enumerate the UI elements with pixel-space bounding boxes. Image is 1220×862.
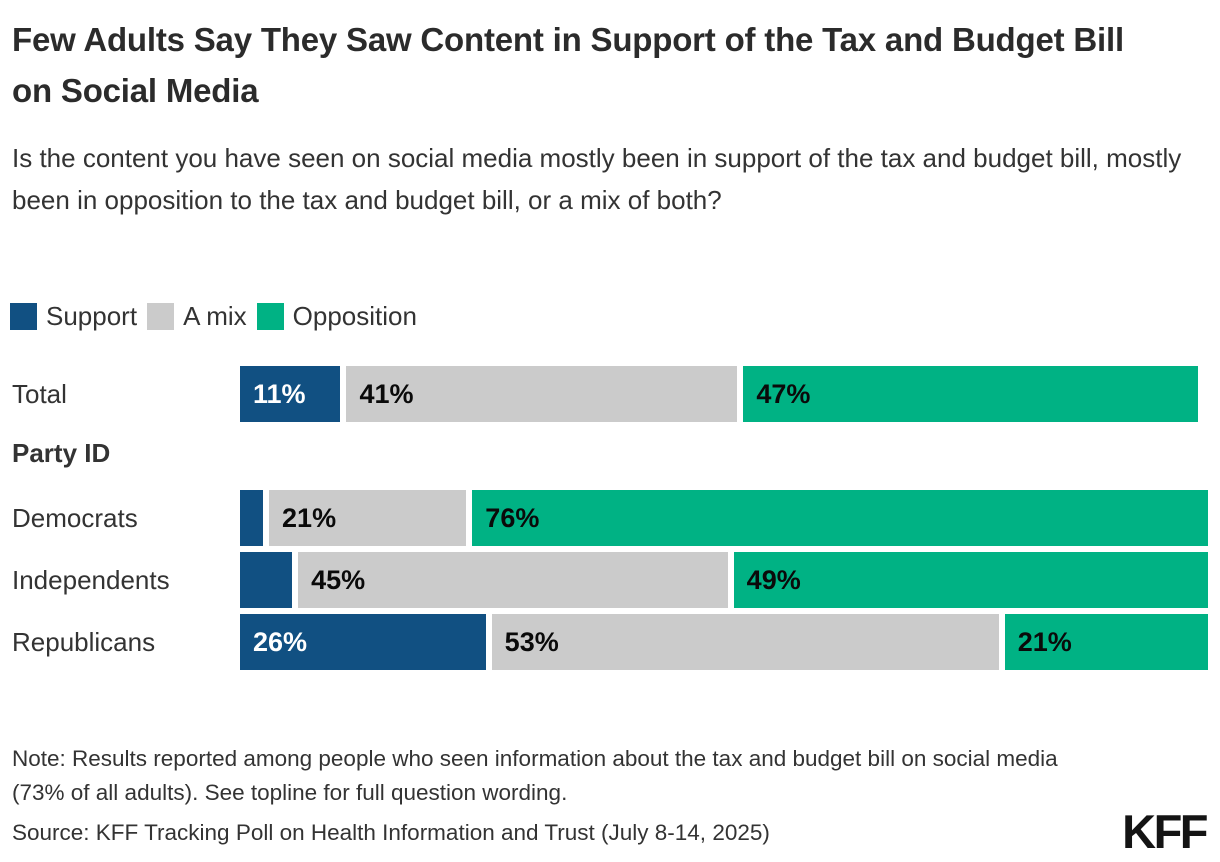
bar-value-label: 26% bbox=[253, 626, 308, 657]
bar-value-label: 45% bbox=[311, 564, 366, 595]
legend-item-a-mix: A mix bbox=[147, 301, 247, 332]
legend-item-support: Support bbox=[10, 301, 137, 332]
bar-segment-a-mix: 21% bbox=[269, 490, 473, 546]
bar-value-label: 47% bbox=[756, 378, 811, 409]
legend-label: Opposition bbox=[292, 301, 417, 331]
legend-label: Support bbox=[46, 301, 138, 331]
section-header-party-id: Party ID bbox=[12, 438, 111, 468]
bar-value-label: 11% bbox=[253, 378, 306, 409]
legend-swatch-icon bbox=[256, 303, 284, 330]
category-label: Total bbox=[12, 378, 67, 409]
bar-segment-opposition: 49% bbox=[733, 552, 1208, 608]
bar-segment-opposition: 47% bbox=[743, 366, 1199, 422]
bar-value-label: 53% bbox=[504, 626, 559, 657]
source-text: Source: KFF Tracking Poll on Health Info… bbox=[12, 820, 770, 845]
legend-label: A mix bbox=[183, 301, 247, 331]
chart-title: Few Adults Say They Saw Content in Suppo… bbox=[12, 21, 1124, 110]
bar-row-democrats: Democrats 21% 76% bbox=[12, 490, 1208, 546]
kff-logo: KFF bbox=[1122, 805, 1208, 858]
category-label: Independents bbox=[12, 564, 170, 595]
bar-value-label: 21% bbox=[1017, 626, 1072, 657]
bar-segment-support bbox=[240, 552, 299, 608]
note-text: Note: Results reported among people who … bbox=[12, 746, 1058, 805]
legend-item-opposition: Opposition bbox=[256, 301, 417, 332]
bar-value-label: 21% bbox=[282, 502, 337, 533]
bar-row-independents: Independents 45% 49% bbox=[12, 552, 1208, 608]
bar-value-label: 76% bbox=[485, 502, 540, 533]
bar-segment-support: 11% bbox=[240, 366, 347, 422]
stacked-bar: 21% 76% bbox=[240, 490, 1208, 546]
bar-segment-a-mix: 53% bbox=[491, 614, 1005, 670]
stacked-bar: 45% 49% bbox=[240, 552, 1208, 608]
bar-row-republicans: Republicans 26% 53% 21% bbox=[12, 614, 1208, 670]
bar-segment-opposition: 76% bbox=[472, 490, 1208, 546]
bar-value-label: 49% bbox=[746, 564, 801, 595]
bar-segment-a-mix: 45% bbox=[298, 552, 734, 608]
bar-segment-a-mix: 41% bbox=[346, 366, 744, 422]
category-label: Democrats bbox=[12, 502, 138, 533]
legend: Support A mix Opposition bbox=[10, 301, 417, 332]
bar-value-label: 41% bbox=[359, 378, 414, 409]
chart-question: Is the content you have seen on social m… bbox=[12, 143, 1182, 215]
stacked-bar: 26% 53% 21% bbox=[240, 614, 1208, 670]
category-label: Republicans bbox=[12, 626, 156, 657]
bar-segment-support bbox=[240, 490, 270, 546]
bar-segment-support: 26% bbox=[240, 614, 492, 670]
bar-segment-opposition: 21% bbox=[1004, 614, 1208, 670]
bar-row-total: Total 11% 41% 47% bbox=[12, 366, 1199, 422]
legend-swatch-icon bbox=[10, 303, 37, 330]
stacked-bar: 11% 41% 47% bbox=[240, 366, 1199, 422]
legend-swatch-icon bbox=[147, 303, 175, 330]
